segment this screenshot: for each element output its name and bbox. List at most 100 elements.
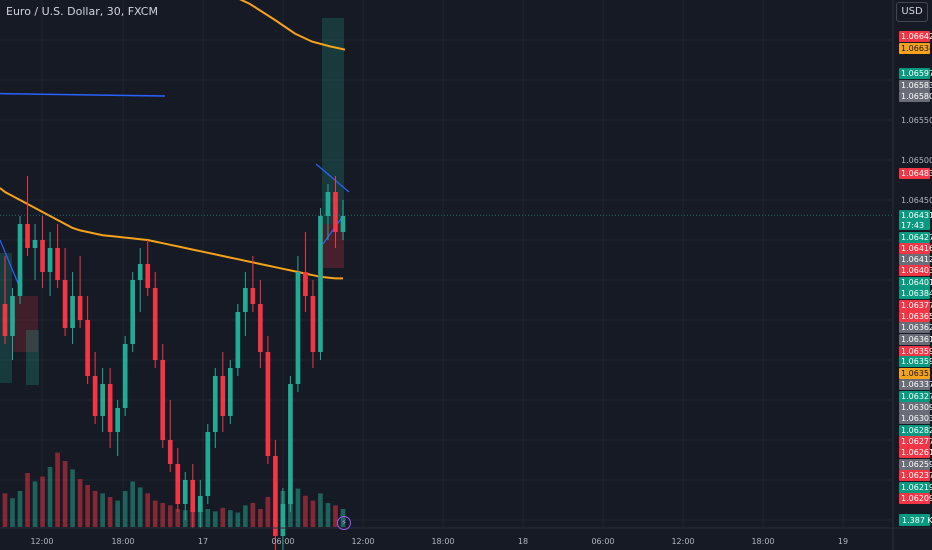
- price-label: 1.06361: [901, 335, 932, 344]
- volume-bar: [25, 473, 30, 527]
- chart-title: Euro / U.S. Dollar, 30, FXCM: [6, 5, 158, 18]
- volume-bar: [17, 491, 23, 527]
- candle-body: [220, 376, 226, 416]
- volume-bar: [167, 505, 173, 527]
- candle-body: [318, 216, 323, 352]
- price-label-bg: [899, 379, 930, 390]
- volume-bar: [175, 509, 181, 527]
- volume-bar: [145, 493, 151, 527]
- price-label-bg: [899, 300, 930, 311]
- volume-bar: [160, 503, 166, 527]
- candle-body: [130, 280, 136, 344]
- price-label: 1.06277: [901, 437, 932, 446]
- candle-body: [333, 192, 338, 232]
- volume-bar: [62, 461, 68, 527]
- price-label: 1.06401: [901, 278, 932, 287]
- price-label-bg: [899, 254, 930, 265]
- position-profit-zone: [322, 18, 344, 224]
- candle-body: [212, 376, 218, 432]
- countdown-label: 17:43: [901, 221, 924, 230]
- x-tick-label: 06:00: [591, 537, 614, 546]
- candle-body: [288, 384, 293, 504]
- volume-bar: [258, 509, 263, 527]
- price-label-bg: [899, 311, 930, 322]
- price-label: 1.06309: [901, 403, 932, 412]
- price-label: 1.06282: [901, 426, 932, 435]
- price-label: 1.06403: [901, 266, 932, 275]
- price-label: 1.06337: [901, 380, 932, 389]
- candle-body: [115, 408, 120, 432]
- zone-left-red: [12, 296, 38, 352]
- candle-body: [25, 224, 30, 248]
- price-label: 1.06362: [901, 323, 932, 332]
- price-label-bg: [899, 346, 930, 357]
- x-tick-label: 18: [518, 537, 528, 546]
- price-label: 1.06412: [901, 255, 932, 264]
- x-tick-label: 18:00: [431, 537, 454, 546]
- currency-button[interactable]: USD: [896, 2, 928, 22]
- ema-fast-line: [0, 187, 343, 280]
- candle-body: [273, 456, 278, 536]
- candle-body: [310, 296, 316, 352]
- price-label: 1.06416: [901, 244, 932, 253]
- price-label-bg: [899, 413, 930, 424]
- candle-body: [70, 296, 75, 328]
- price-label: 1.06377: [901, 301, 932, 310]
- price-label-bg: [899, 265, 930, 276]
- volume-bar: [100, 493, 105, 527]
- volume-bar: [295, 488, 301, 527]
- candle-body: [107, 384, 113, 432]
- candle-body: [197, 496, 203, 512]
- candle-body: [228, 368, 233, 416]
- candle-body: [243, 288, 248, 312]
- price-label-bg: [899, 482, 930, 493]
- candle-body: [62, 280, 68, 328]
- price-label: 1.06359: [901, 347, 932, 356]
- price-label: 1.06327: [901, 392, 932, 401]
- volume-bar: [122, 491, 128, 527]
- candle-body: [182, 480, 188, 504]
- volume-bar: [265, 497, 271, 527]
- candle-body: [280, 504, 286, 536]
- ema-slow-line: [239, 0, 346, 51]
- candle-body: [160, 360, 166, 440]
- volume-bar: [10, 498, 15, 527]
- price-label: 1.06642: [901, 32, 932, 41]
- volume-bar: [107, 497, 113, 527]
- zone-left-green-2: [26, 330, 39, 385]
- price-label-bg: [899, 459, 930, 470]
- volume-bar: [47, 467, 53, 527]
- volume-bar: [318, 493, 323, 527]
- replay-bolt-icon[interactable]: ⚡: [337, 516, 351, 530]
- volume-bar: [228, 510, 233, 527]
- volume-bar: [40, 476, 45, 527]
- x-tick-label: 17: [198, 537, 208, 546]
- candle-body: [137, 264, 143, 280]
- price-label: 1.06427: [901, 233, 932, 242]
- price-label: 1.06638: [901, 44, 932, 53]
- x-tick-label: 19: [838, 537, 848, 546]
- price-label: 1.06259: [901, 460, 932, 469]
- candle-body: [92, 376, 98, 416]
- candle-body: [145, 264, 151, 288]
- candle-body: [303, 272, 308, 296]
- price-label: 1.06483: [901, 169, 932, 178]
- price-label-bg: [899, 493, 930, 504]
- candle-body: [325, 192, 331, 216]
- x-tick-label: 12:00: [671, 537, 694, 546]
- price-label-bg: [899, 356, 930, 367]
- candle-body: [258, 304, 263, 352]
- candle-body: [2, 304, 8, 336]
- volume-bar: [92, 491, 98, 527]
- volume-bar: [288, 498, 293, 527]
- price-label: 1.06583: [901, 81, 932, 90]
- candle-body: [47, 248, 53, 272]
- x-tick-label: 06:00: [271, 537, 294, 546]
- x-tick-label: 12:00: [30, 537, 53, 546]
- price-label: 1.06209: [901, 494, 932, 503]
- trendline-upper: [315, 163, 350, 193]
- volume-bar: [220, 507, 226, 527]
- price-label-bg: [899, 334, 930, 345]
